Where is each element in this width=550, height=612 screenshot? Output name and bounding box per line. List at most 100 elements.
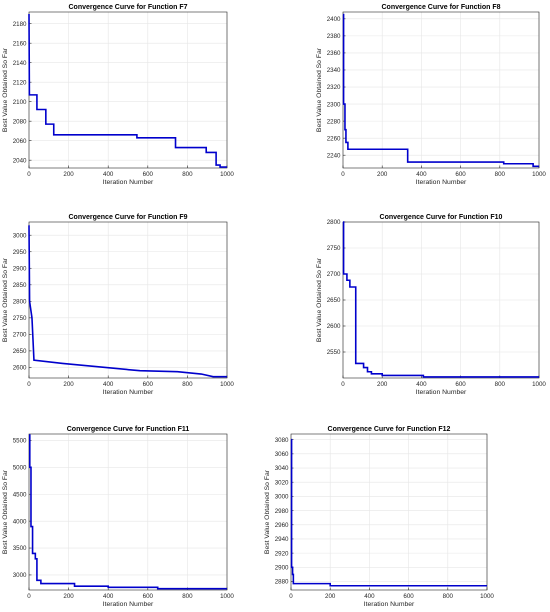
- series-line: [290, 438, 487, 587]
- plot-area: [29, 12, 227, 168]
- chart-title: Convergence Curve for Function F11: [67, 426, 190, 433]
- x-tick-label: 600: [143, 381, 154, 388]
- x-tick-label: 0: [341, 381, 345, 388]
- x-tick-label: 1000: [532, 171, 546, 178]
- y-tick-label: 2340: [327, 67, 341, 74]
- x-tick-label: 1000: [480, 593, 494, 600]
- x-tick-label: 600: [403, 593, 414, 600]
- y-axis-label: Best Value Obtained So Far: [2, 257, 9, 342]
- x-tick-label: 1000: [220, 171, 234, 178]
- y-tick-label: 2380: [327, 33, 341, 40]
- y-tick-label: 2920: [275, 550, 289, 557]
- y-tick-label: 2100: [13, 99, 27, 106]
- series-line: [28, 13, 227, 168]
- y-tick-label: 2140: [13, 60, 27, 67]
- x-tick-label: 200: [325, 593, 336, 600]
- y-axis-label: Best Value Obtained So Far: [2, 47, 9, 132]
- y-tick-label: 4000: [13, 518, 27, 525]
- y-tick-label: 2850: [13, 282, 27, 289]
- y-tick-label: 2550: [327, 349, 341, 356]
- x-tick-label: 1000: [220, 381, 234, 388]
- x-tick-label: 600: [455, 381, 466, 388]
- plot-area: [343, 12, 539, 168]
- chart-title: Convergence Curve for Function F10: [380, 214, 503, 221]
- axes-frame: [28, 433, 228, 591]
- y-tick-label: 2600: [327, 323, 341, 330]
- y-axis-label: Best Value Obtained So Far: [316, 47, 323, 132]
- y-tick-label: 2750: [13, 315, 27, 322]
- y-tick-label: 2120: [13, 79, 27, 86]
- y-tick-label: 5000: [13, 465, 27, 472]
- y-tick-label: 2600: [13, 365, 27, 372]
- y-tick-label: 2980: [275, 508, 289, 515]
- x-tick-label: 800: [182, 171, 193, 178]
- y-axis-label: Best Value Obtained So Far: [264, 469, 271, 554]
- y-tick-label: 2180: [13, 21, 27, 28]
- y-tick-label: 2260: [327, 135, 341, 142]
- chart-title: Convergence Curve for Function F8: [381, 4, 500, 11]
- y-tick-label: 3040: [275, 465, 289, 472]
- chart-title: Convergence Curve for Function F7: [68, 4, 187, 11]
- y-tick-label: 2750: [327, 245, 341, 252]
- x-axis-label: Iteration Number: [103, 601, 154, 608]
- x-tick-label: 800: [495, 171, 506, 178]
- y-tick-label: 2400: [327, 16, 341, 23]
- y-tick-label: 2900: [13, 265, 27, 272]
- x-tick-label: 800: [443, 593, 454, 600]
- chart-panel-7: 0 200 400 600 800 1000 2040 2060 2080 2100 2120 214…: [2, 4, 234, 186]
- x-tick-label: 400: [416, 381, 427, 388]
- y-tick-label: 2650: [327, 297, 341, 304]
- x-tick-label: 1000: [220, 593, 234, 600]
- x-axis-label: Iteration Number: [416, 179, 467, 186]
- y-tick-label: 2080: [13, 118, 27, 125]
- x-tick-label: 600: [143, 171, 154, 178]
- y-axis-label: Best Value Obtained So Far: [316, 257, 323, 342]
- y-tick-label: 2880: [275, 579, 289, 586]
- x-tick-label: 400: [416, 171, 427, 178]
- x-tick-label: 800: [182, 381, 193, 388]
- plot-area: [291, 434, 487, 590]
- chart-panel-8: 0 200 400 600 800 1000 2240 2260 2280 2300 2320 234…: [316, 4, 546, 186]
- y-tick-label: 2700: [327, 271, 341, 278]
- series-line: [342, 13, 539, 168]
- y-tick-label: 5500: [13, 438, 27, 445]
- x-axis-label: Iteration Number: [416, 389, 467, 396]
- y-tick-label: 2060: [13, 138, 27, 145]
- x-tick-label: 400: [103, 381, 114, 388]
- y-axis-label: Best Value Obtained So Far: [2, 469, 9, 554]
- y-tick-label: 3000: [13, 232, 27, 239]
- x-tick-label: 400: [103, 171, 114, 178]
- x-tick-label: 0: [27, 593, 31, 600]
- y-tick-label: 3080: [275, 437, 289, 444]
- y-tick-label: 2240: [327, 152, 341, 159]
- x-tick-label: 600: [455, 171, 466, 178]
- x-tick-label: 200: [63, 381, 74, 388]
- plot-area: [29, 434, 227, 590]
- y-tick-label: 2960: [275, 522, 289, 529]
- y-tick-label: 2650: [13, 348, 27, 355]
- y-tick-label: 2800: [327, 219, 341, 226]
- y-tick-label: 2040: [13, 157, 27, 164]
- x-tick-label: 800: [182, 593, 193, 600]
- x-tick-label: 200: [63, 171, 74, 178]
- x-tick-label: 1000: [532, 381, 546, 388]
- y-tick-label: 3020: [275, 479, 289, 486]
- y-tick-label: 2950: [13, 249, 27, 256]
- x-tick-label: 800: [495, 381, 506, 388]
- chart-panel-11: 0 200 400 600 800 1000 3000 3500 4000 4500 5000 550…: [2, 426, 234, 608]
- x-tick-label: 200: [377, 171, 388, 178]
- x-tick-label: 0: [27, 171, 31, 178]
- x-tick-label: 0: [289, 593, 293, 600]
- y-tick-label: 2700: [13, 332, 27, 339]
- plot-area: [29, 222, 227, 378]
- series-line: [28, 434, 227, 590]
- y-tick-label: 3000: [275, 494, 289, 501]
- y-tick-label: 2900: [275, 565, 289, 572]
- y-tick-label: 2800: [13, 299, 27, 306]
- x-axis-label: Iteration Number: [103, 389, 154, 396]
- x-tick-label: 200: [377, 381, 388, 388]
- chart-title: Convergence Curve for Function F9: [68, 214, 187, 221]
- chart-title: Convergence Curve for Function F12: [328, 426, 451, 433]
- x-tick-label: 0: [27, 381, 31, 388]
